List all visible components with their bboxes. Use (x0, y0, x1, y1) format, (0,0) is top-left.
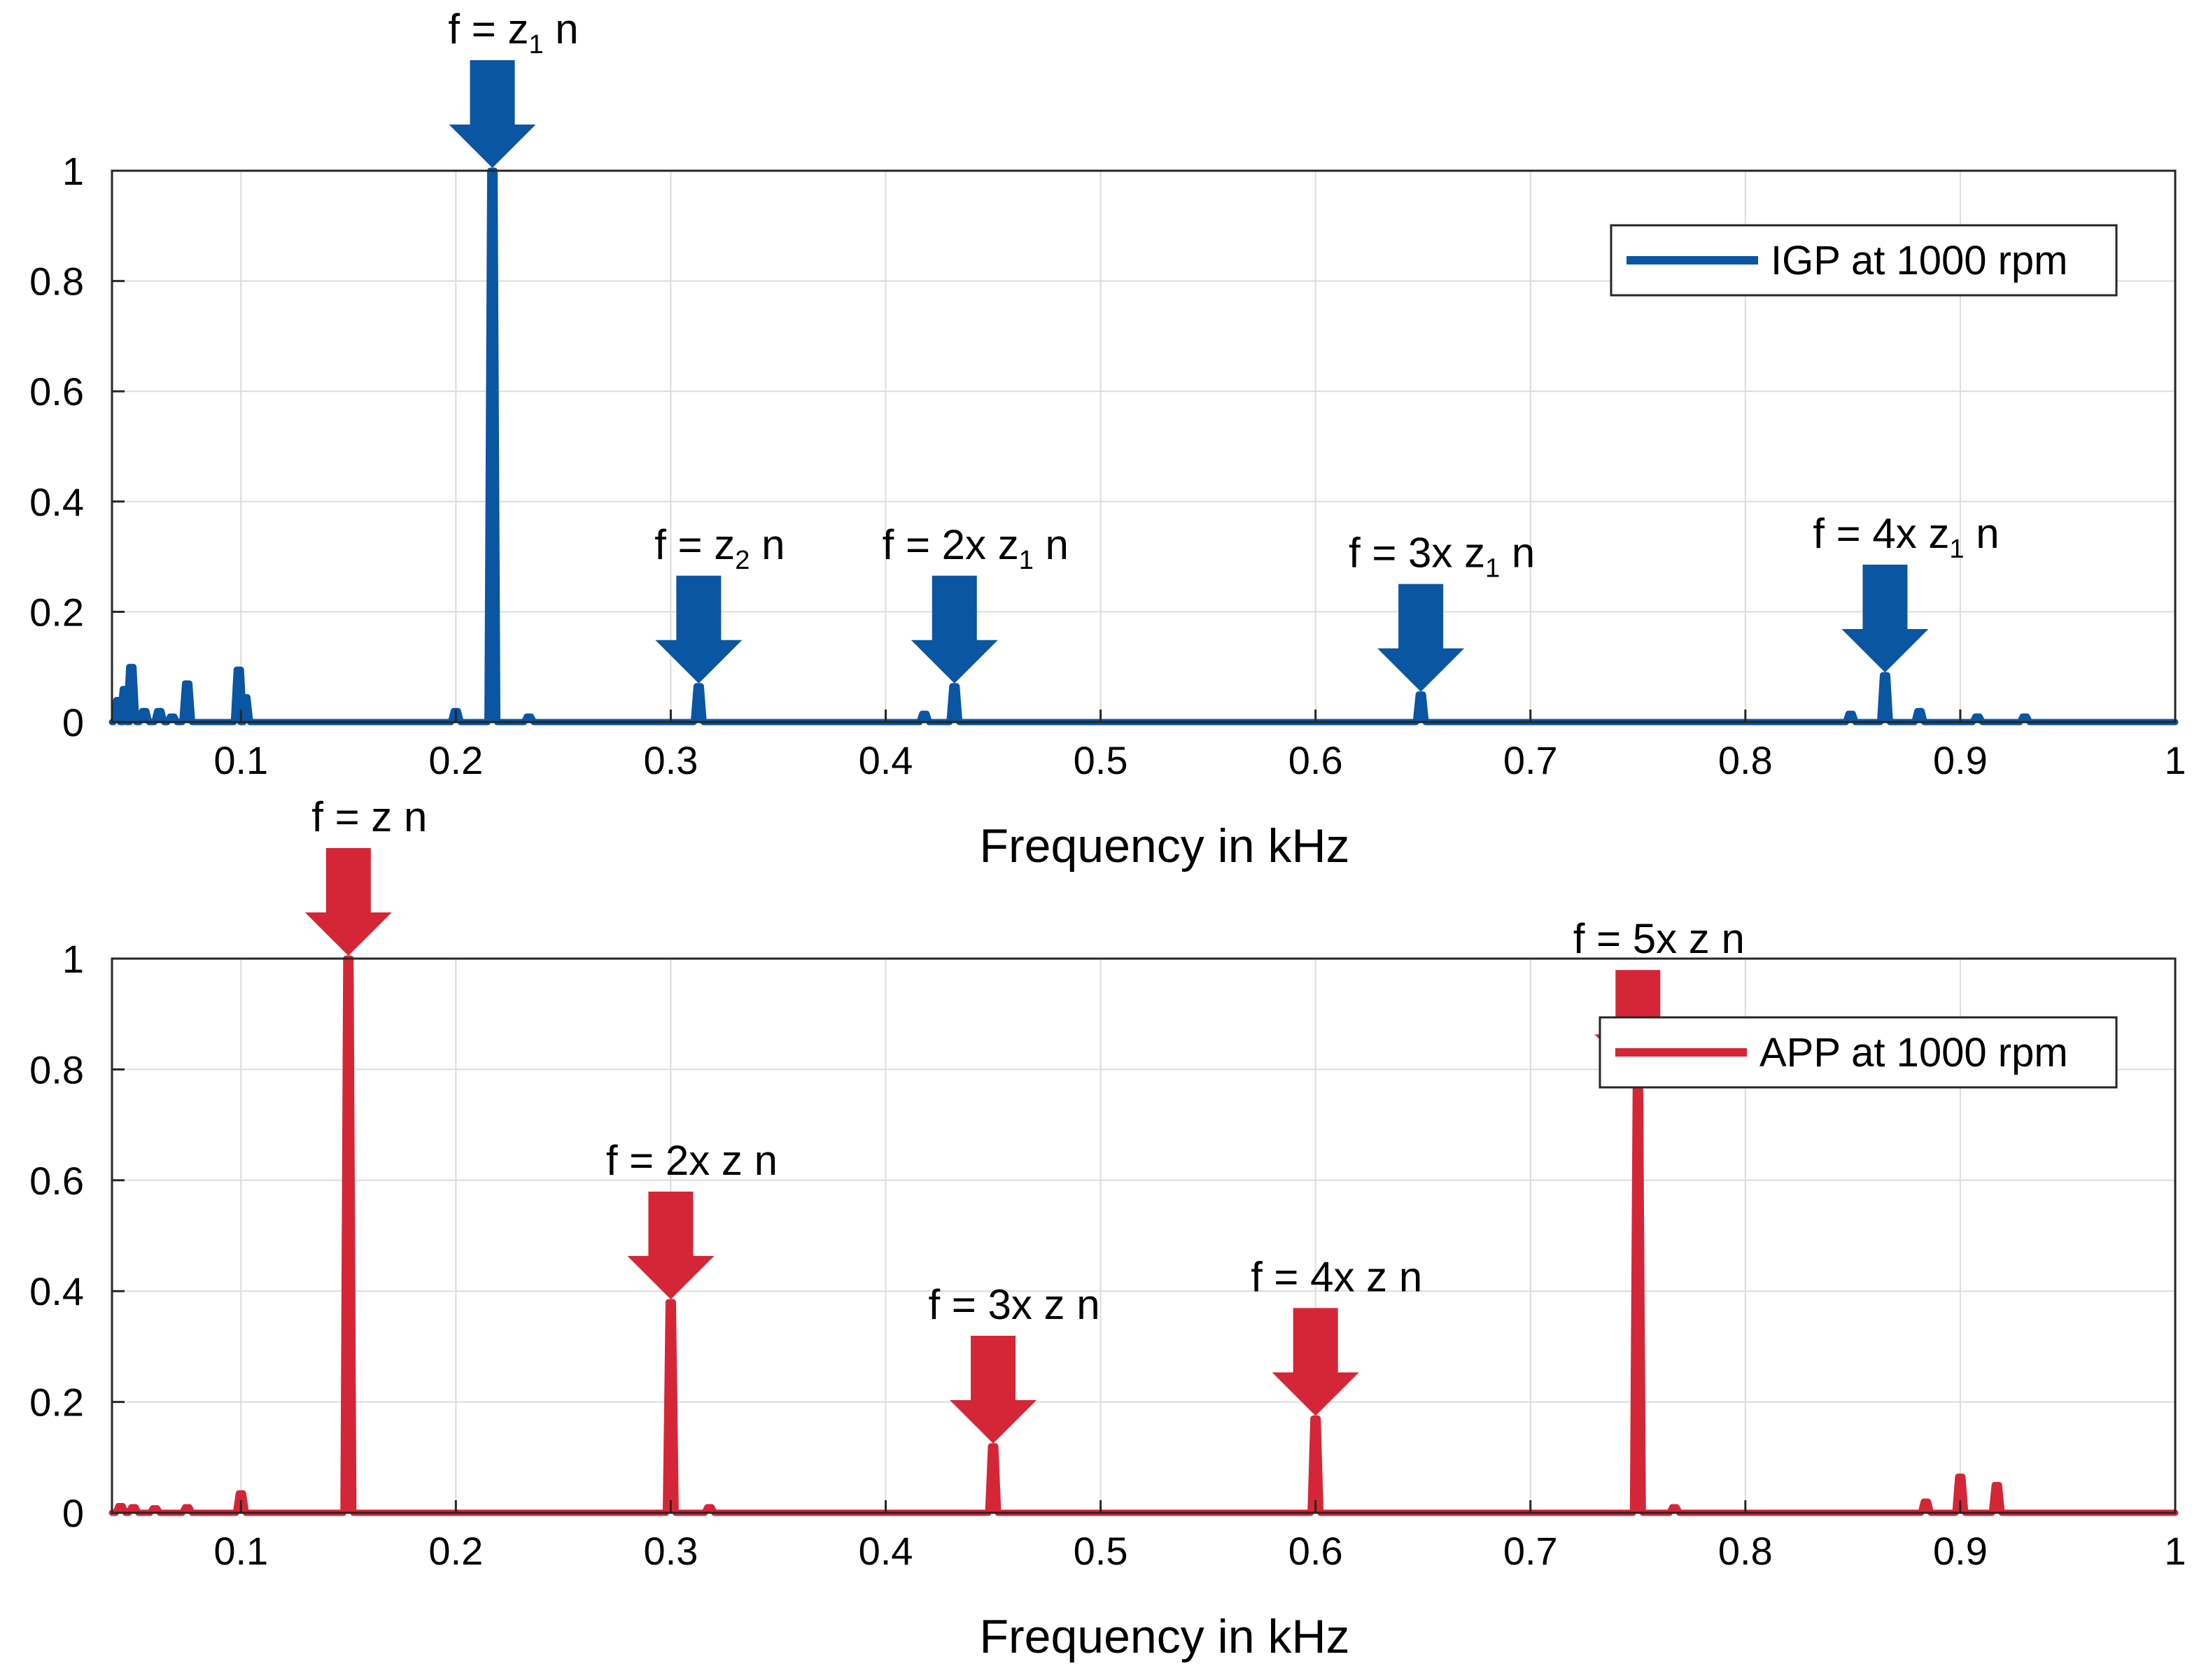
y-tick-label: 0 (62, 1491, 84, 1535)
annotation: f = 3x z1 n (1349, 530, 1535, 692)
annotation-suffix: n (392, 793, 427, 840)
annotation-label: f = 3x z1 n (1349, 530, 1535, 584)
annotation: f = z2 n (654, 521, 785, 684)
down-arrow-icon (911, 575, 998, 684)
annotation-subscript: 1 (1019, 546, 1034, 575)
peak-marks (115, 171, 2029, 722)
annotation: f = z n (304, 793, 427, 956)
x-tick-label: 0.5 (1074, 738, 1128, 782)
y-tick-label: 0.2 (29, 590, 84, 634)
annotation-prefix: f = z (448, 6, 528, 52)
annotation-suffix: n (743, 1137, 778, 1184)
x-tick-label: 0.4 (859, 1529, 913, 1573)
annotation-label: f = z n (311, 793, 427, 840)
annotation-suffix: n (1965, 510, 2000, 557)
down-arrow-icon (1377, 584, 1465, 692)
x-tick-label: 1 (2164, 1529, 2186, 1573)
annotation-prefix: f = 5x z (1573, 915, 1710, 962)
annotation-label: f = z1 n (448, 6, 578, 59)
annotation: f = 4x z1 n (1813, 510, 2000, 673)
y-tick-label: 0.6 (29, 369, 84, 414)
axes-frame (111, 957, 2177, 1514)
annotation-suffix: n (544, 6, 579, 52)
x-tick-label: 0.7 (1503, 738, 1558, 782)
annotation: f = 2x z1 n (883, 521, 1069, 684)
y-tick-label: 1 (62, 937, 84, 981)
legend: APP at 1000 rpm (1599, 1016, 2118, 1089)
annotation-subscript: 1 (1485, 554, 1500, 584)
x-tick-label: 0.8 (1718, 1529, 1773, 1573)
legend-label: APP at 1000 rpm (1759, 1030, 2068, 1075)
annotation-suffix: n (1387, 1253, 1422, 1300)
x-tick-label: 0.3 (643, 1529, 698, 1573)
y-tick-label: 0.8 (29, 1047, 84, 1092)
x-tick-label: 0.2 (428, 738, 483, 782)
x-tick-label: 0.4 (859, 738, 913, 782)
annotation-subscript: 2 (735, 546, 750, 575)
top-spectrum-chart: 0.1 0.2 0.3 0.4 0.5 0.6 0.7 0.8 0.9 1 0 0.2 0.4 0.6 0.… (29, 6, 2186, 873)
annotation-label: f = 3x z n (928, 1281, 1100, 1328)
annotation-suffix: n (750, 521, 785, 568)
annotation-label: f = z2 n (654, 521, 785, 575)
down-arrow-icon (1272, 1308, 1359, 1416)
x-axis-title: Frequency in kHz (979, 1610, 1349, 1663)
annotation-prefix: f = z (311, 793, 392, 840)
x-axis-title: Frequency in kHz (979, 819, 1349, 873)
annotation-prefix: f = z (654, 521, 735, 568)
annotation-prefix: f = 4x z (1251, 1253, 1387, 1300)
annotation: f = z1 n (448, 6, 579, 168)
x-tick-label: 0.6 (1288, 1529, 1343, 1573)
legend-label: IGP at 1000 rpm (1771, 238, 2068, 283)
down-arrow-icon (627, 1192, 715, 1300)
y-tick-label: 1 (62, 149, 84, 193)
x-tick-label: 0.5 (1074, 1529, 1128, 1573)
annotation-suffix: n (1065, 1281, 1100, 1328)
y-tick-label: 0 (62, 700, 84, 744)
bottom-spectrum-chart: 0.1 0.2 0.3 0.4 0.5 0.6 0.7 0.8 0.9 1 0 0.2 0.4 0.6 0.… (29, 793, 2186, 1663)
annotation-label: f = 2x z n (606, 1137, 778, 1184)
annotation-prefix: f = 2x z (606, 1137, 743, 1184)
x-tick-label: 0.7 (1503, 1529, 1558, 1573)
annotation-prefix: f = 3x z (1349, 530, 1485, 577)
x-tick-label: 0.2 (428, 1529, 483, 1573)
x-tick-label: 0.9 (1933, 1529, 1988, 1573)
y-tick-label: 0.4 (29, 480, 84, 524)
annotation-label: f = 4x z1 n (1813, 510, 1999, 564)
annotation-prefix: f = 2x z (883, 521, 1019, 568)
peak-marks (117, 959, 2001, 1513)
annotation: f = 4x z n (1251, 1253, 1422, 1416)
down-arrow-icon (655, 575, 743, 684)
down-arrow-icon (950, 1335, 1037, 1443)
annotation-label: f = 2x z1 n (883, 521, 1069, 575)
annotation-label: f = 5x z n (1573, 915, 1745, 962)
annotation-suffix: n (1034, 521, 1069, 568)
annotation-prefix: f = 3x z (928, 1281, 1065, 1328)
axes-frame (111, 169, 2177, 723)
x-tick-label: 0.6 (1288, 738, 1343, 782)
down-arrow-icon (1841, 565, 1929, 673)
annotation-label: f = 4x z n (1251, 1253, 1422, 1300)
legend: IGP at 1000 rpm (1610, 224, 2118, 297)
annotation-prefix: f = 4x z (1813, 510, 1949, 557)
x-tick-label: 0.3 (643, 738, 698, 782)
down-arrow-icon (304, 848, 392, 956)
annotation: f = 2x z n (606, 1137, 778, 1300)
annotation-suffix: n (1710, 915, 1745, 962)
x-tick-label: 1 (2164, 738, 2186, 782)
annotation-subscript: 1 (528, 30, 543, 59)
y-tick-label: 0.4 (29, 1269, 84, 1313)
x-tick-label: 0.9 (1933, 738, 1988, 782)
x-tick-label: 0.8 (1718, 738, 1773, 782)
annotation-suffix: n (1500, 530, 1535, 577)
down-arrow-icon (449, 60, 536, 168)
annotation: f = 3x z n (928, 1281, 1100, 1443)
y-tick-label: 0.6 (29, 1159, 84, 1203)
y-tick-label: 0.2 (29, 1381, 84, 1425)
y-tick-label: 0.8 (29, 260, 84, 304)
x-tick-label: 0.1 (213, 1529, 268, 1573)
x-tick-label: 0.1 (213, 738, 268, 782)
annotation-subscript: 1 (1949, 535, 1964, 564)
